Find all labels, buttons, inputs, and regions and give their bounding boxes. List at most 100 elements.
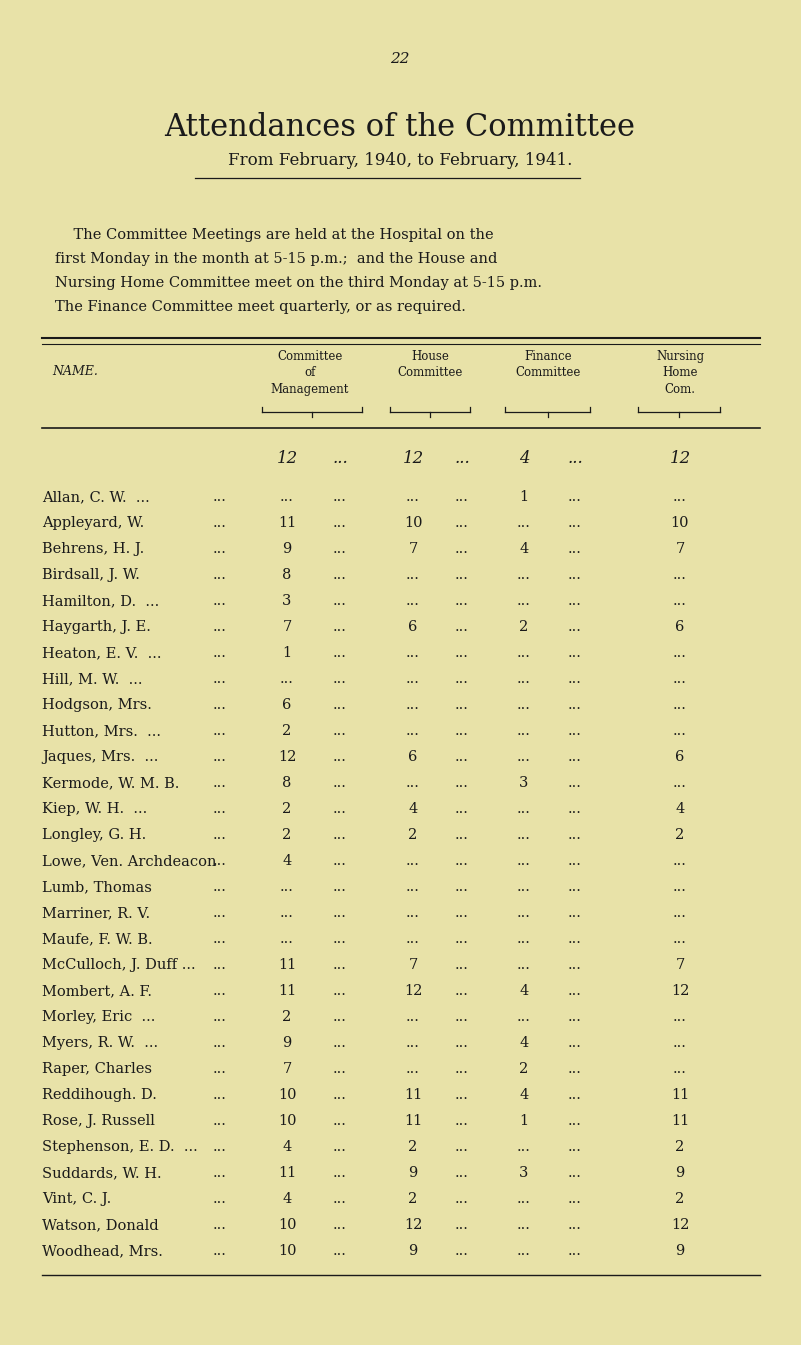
Text: ...: ... [568,672,582,686]
Text: 10: 10 [278,1114,296,1128]
Text: 2: 2 [675,1141,685,1154]
Text: ...: ... [568,829,582,842]
Text: ...: ... [333,620,347,633]
Text: ...: ... [517,1192,531,1206]
Text: ...: ... [517,907,531,920]
Text: ...: ... [455,568,469,582]
Text: 12: 12 [402,451,424,467]
Text: ...: ... [568,620,582,633]
Text: ...: ... [517,594,531,608]
Text: ...: ... [455,1219,469,1232]
Text: ...: ... [333,646,347,660]
Text: 4: 4 [519,542,529,555]
Text: Kermode, W. M. B.: Kermode, W. M. B. [42,776,179,790]
Text: 12: 12 [670,1219,689,1232]
Text: 11: 11 [278,516,296,530]
Text: ...: ... [517,932,531,946]
Text: Hodgson, Mrs.: Hodgson, Mrs. [42,698,152,712]
Text: 6: 6 [675,620,685,633]
Text: ...: ... [333,751,347,764]
Text: 10: 10 [404,516,422,530]
Text: The Committee Meetings are held at the Hospital on the: The Committee Meetings are held at the H… [55,229,493,242]
Text: ...: ... [455,594,469,608]
Text: 2: 2 [675,1192,685,1206]
Text: ...: ... [406,1010,420,1024]
Text: ...: ... [454,451,470,467]
Text: ...: ... [568,698,582,712]
Text: ...: ... [213,1114,227,1128]
Text: ...: ... [568,1114,582,1128]
Text: 2: 2 [283,829,292,842]
Text: ...: ... [455,932,469,946]
Text: ...: ... [280,932,294,946]
Text: The Finance Committee meet quarterly, or as required.: The Finance Committee meet quarterly, or… [55,300,466,313]
Text: Watson, Donald: Watson, Donald [42,1219,159,1232]
Text: 22: 22 [390,52,410,66]
Text: ...: ... [333,1063,347,1076]
Text: ...: ... [406,1036,420,1050]
Text: ...: ... [333,776,347,790]
Text: 7: 7 [675,958,685,972]
Text: ...: ... [455,880,469,894]
Text: 12: 12 [670,451,690,467]
Text: ...: ... [280,490,294,504]
Text: 7: 7 [283,1063,292,1076]
Text: ...: ... [517,751,531,764]
Text: ...: ... [213,1219,227,1232]
Text: ...: ... [333,724,347,738]
Text: ...: ... [213,646,227,660]
Text: ...: ... [333,1141,347,1154]
Text: 6: 6 [282,698,292,712]
Text: 9: 9 [409,1166,417,1180]
Text: ...: ... [333,490,347,504]
Text: ...: ... [213,1063,227,1076]
Text: ...: ... [213,829,227,842]
Text: ...: ... [568,1166,582,1180]
Text: ...: ... [568,516,582,530]
Text: ...: ... [455,646,469,660]
Text: McCulloch, J. Duff ...: McCulloch, J. Duff ... [42,958,195,972]
Text: 9: 9 [675,1166,685,1180]
Text: ...: ... [517,829,531,842]
Text: 6: 6 [409,620,417,633]
Text: ...: ... [333,1192,347,1206]
Text: ...: ... [333,985,347,998]
Text: ...: ... [455,1114,469,1128]
Text: 4: 4 [519,1088,529,1102]
Text: ...: ... [517,1244,531,1258]
Text: ...: ... [568,1244,582,1258]
Text: ...: ... [673,1063,687,1076]
Text: ...: ... [406,672,420,686]
Text: ...: ... [213,672,227,686]
Text: ...: ... [213,751,227,764]
Text: ...: ... [333,1036,347,1050]
Text: Suddards, W. H.: Suddards, W. H. [42,1166,162,1180]
Text: House
Committee: House Committee [397,350,463,379]
Text: Lowe, Ven. Archdeacon: Lowe, Ven. Archdeacon [42,854,216,868]
Text: 11: 11 [404,1088,422,1102]
Text: 12: 12 [278,751,296,764]
Text: Committee
of
Management: Committee of Management [271,350,349,395]
Text: 11: 11 [671,1114,689,1128]
Text: 7: 7 [675,542,685,555]
Text: Stephenson, E. D.  ...: Stephenson, E. D. ... [42,1141,198,1154]
Text: ...: ... [213,516,227,530]
Text: 2: 2 [283,724,292,738]
Text: ...: ... [673,907,687,920]
Text: 4: 4 [283,1141,292,1154]
Text: ...: ... [406,932,420,946]
Text: ...: ... [568,1063,582,1076]
Text: ...: ... [673,1036,687,1050]
Text: 3: 3 [519,1166,529,1180]
Text: ...: ... [568,907,582,920]
Text: 8: 8 [282,776,292,790]
Text: ...: ... [406,1063,420,1076]
Text: ...: ... [455,620,469,633]
Text: ...: ... [406,880,420,894]
Text: 7: 7 [283,620,292,633]
Text: Finance
Committee: Finance Committee [515,350,581,379]
Text: ...: ... [517,724,531,738]
Text: Lumb, Thomas: Lumb, Thomas [42,880,152,894]
Text: 12: 12 [404,985,422,998]
Text: 1: 1 [519,1114,529,1128]
